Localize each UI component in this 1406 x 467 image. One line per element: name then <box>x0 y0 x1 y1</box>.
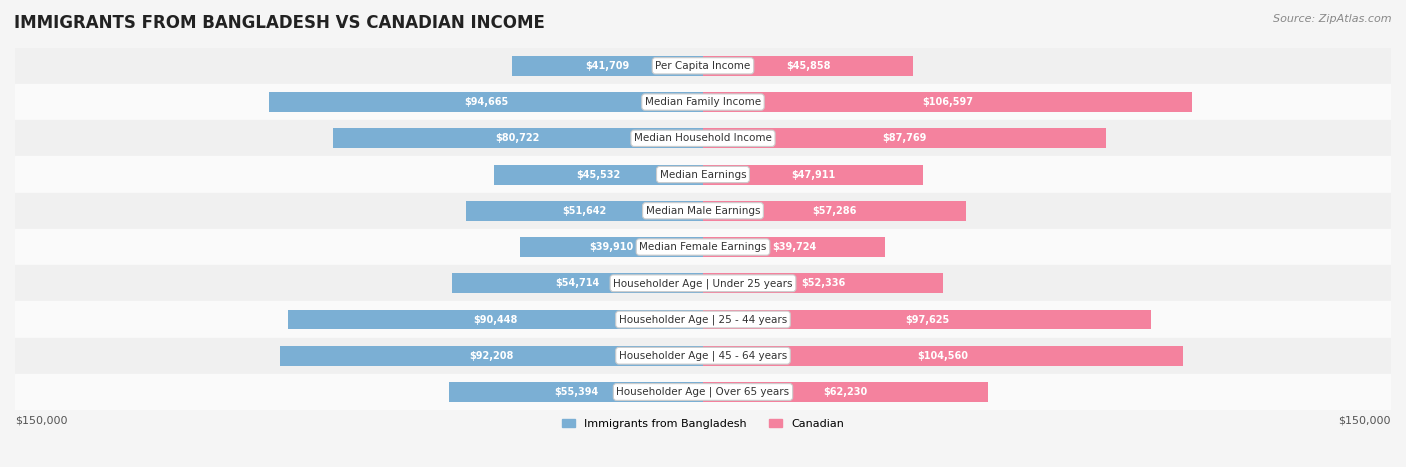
Bar <box>703 382 988 402</box>
Bar <box>333 128 703 148</box>
Bar <box>467 201 703 221</box>
Text: Householder Age | Over 65 years: Householder Age | Over 65 years <box>616 387 790 397</box>
Bar <box>15 193 1391 229</box>
Text: $45,858: $45,858 <box>786 61 831 71</box>
Text: Householder Age | Under 25 years: Householder Age | Under 25 years <box>613 278 793 289</box>
Text: Source: ZipAtlas.com: Source: ZipAtlas.com <box>1274 14 1392 24</box>
Bar <box>269 92 703 112</box>
Text: $41,709: $41,709 <box>585 61 630 71</box>
Text: $54,714: $54,714 <box>555 278 599 288</box>
Text: $80,722: $80,722 <box>496 133 540 143</box>
Text: Median Family Income: Median Family Income <box>645 97 761 107</box>
Text: $150,000: $150,000 <box>15 416 67 425</box>
Text: Median Earnings: Median Earnings <box>659 170 747 179</box>
Text: Median Male Earnings: Median Male Earnings <box>645 206 761 216</box>
Bar <box>453 273 703 293</box>
Text: $90,448: $90,448 <box>474 314 517 325</box>
Text: IMMIGRANTS FROM BANGLADESH VS CANADIAN INCOME: IMMIGRANTS FROM BANGLADESH VS CANADIAN I… <box>14 14 546 32</box>
Bar <box>520 237 703 257</box>
Bar <box>703 56 914 76</box>
Legend: Immigrants from Bangladesh, Canadian: Immigrants from Bangladesh, Canadian <box>557 415 849 433</box>
Bar <box>494 164 703 184</box>
Text: $47,911: $47,911 <box>790 170 835 179</box>
Bar <box>512 56 703 76</box>
Bar <box>288 310 703 330</box>
Bar <box>449 382 703 402</box>
Text: $97,625: $97,625 <box>905 314 949 325</box>
Text: Householder Age | 45 - 64 years: Householder Age | 45 - 64 years <box>619 351 787 361</box>
Bar <box>280 346 703 366</box>
Bar <box>703 92 1192 112</box>
Bar <box>15 120 1391 156</box>
Text: Householder Age | 25 - 44 years: Householder Age | 25 - 44 years <box>619 314 787 325</box>
Bar <box>15 301 1391 338</box>
Bar <box>703 128 1105 148</box>
Text: $52,336: $52,336 <box>801 278 845 288</box>
Bar <box>703 346 1182 366</box>
Bar <box>15 374 1391 410</box>
Bar <box>15 229 1391 265</box>
Text: $45,532: $45,532 <box>576 170 620 179</box>
Bar <box>15 84 1391 120</box>
Text: $94,665: $94,665 <box>464 97 508 107</box>
Text: $39,910: $39,910 <box>589 242 634 252</box>
Bar <box>15 265 1391 301</box>
Bar <box>15 156 1391 193</box>
Bar <box>703 201 966 221</box>
Text: Median Female Earnings: Median Female Earnings <box>640 242 766 252</box>
Bar <box>703 310 1150 330</box>
Text: $106,597: $106,597 <box>922 97 973 107</box>
Text: Per Capita Income: Per Capita Income <box>655 61 751 71</box>
Bar <box>703 273 943 293</box>
Text: $57,286: $57,286 <box>813 206 856 216</box>
Text: $104,560: $104,560 <box>917 351 969 361</box>
Text: $51,642: $51,642 <box>562 206 607 216</box>
Text: Median Household Income: Median Household Income <box>634 133 772 143</box>
Text: $62,230: $62,230 <box>824 387 868 397</box>
Text: $150,000: $150,000 <box>1339 416 1391 425</box>
Bar <box>15 48 1391 84</box>
Bar <box>703 164 922 184</box>
Text: $55,394: $55,394 <box>554 387 598 397</box>
Bar <box>15 338 1391 374</box>
Bar <box>703 237 886 257</box>
Text: $92,208: $92,208 <box>470 351 513 361</box>
Text: $87,769: $87,769 <box>882 133 927 143</box>
Text: $39,724: $39,724 <box>772 242 817 252</box>
